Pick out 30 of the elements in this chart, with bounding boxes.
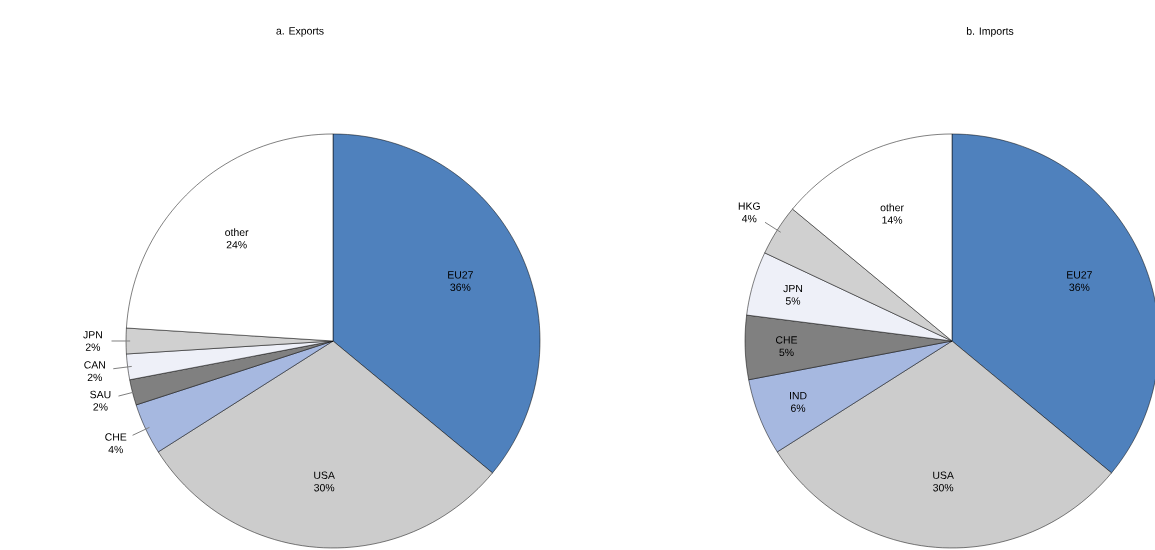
chart-title: a. Exports	[276, 27, 324, 37]
data-label: 24%	[226, 241, 247, 249]
data-label: 2%	[87, 373, 102, 381]
data-label: 2%	[85, 343, 101, 351]
data-label: 4%	[108, 445, 123, 454]
data-label: 30%	[933, 484, 954, 492]
slice-label: CAN	[84, 361, 105, 369]
slice-label: other	[880, 203, 904, 212]
data-label: 36%	[1069, 283, 1090, 291]
slice-label: USA	[314, 471, 335, 479]
data-label: 2%	[93, 403, 108, 411]
slice-label: SAU	[90, 390, 111, 399]
chart-title: b. Imports	[966, 27, 1014, 37]
data-label: 14%	[882, 216, 903, 224]
slice-label: HKG	[738, 202, 760, 210]
data-label: 4%	[741, 214, 757, 223]
slice-label: EU27	[448, 271, 473, 279]
slice-label: JPN	[783, 284, 803, 293]
data-label: 36%	[450, 283, 471, 291]
data-label: 5%	[779, 348, 794, 357]
data-label: 6%	[791, 404, 806, 412]
slice-label: CHE	[105, 433, 127, 441]
slice-label: IND	[790, 392, 807, 400]
slice-label: USA	[933, 471, 954, 479]
data-label: 30%	[314, 484, 335, 492]
slice-label: other	[225, 228, 249, 237]
data-label: 5%	[785, 297, 801, 305]
slice-label: JPN	[83, 331, 102, 339]
slice-label: CHE	[775, 336, 798, 344]
slice-label: EU27	[1067, 271, 1092, 279]
